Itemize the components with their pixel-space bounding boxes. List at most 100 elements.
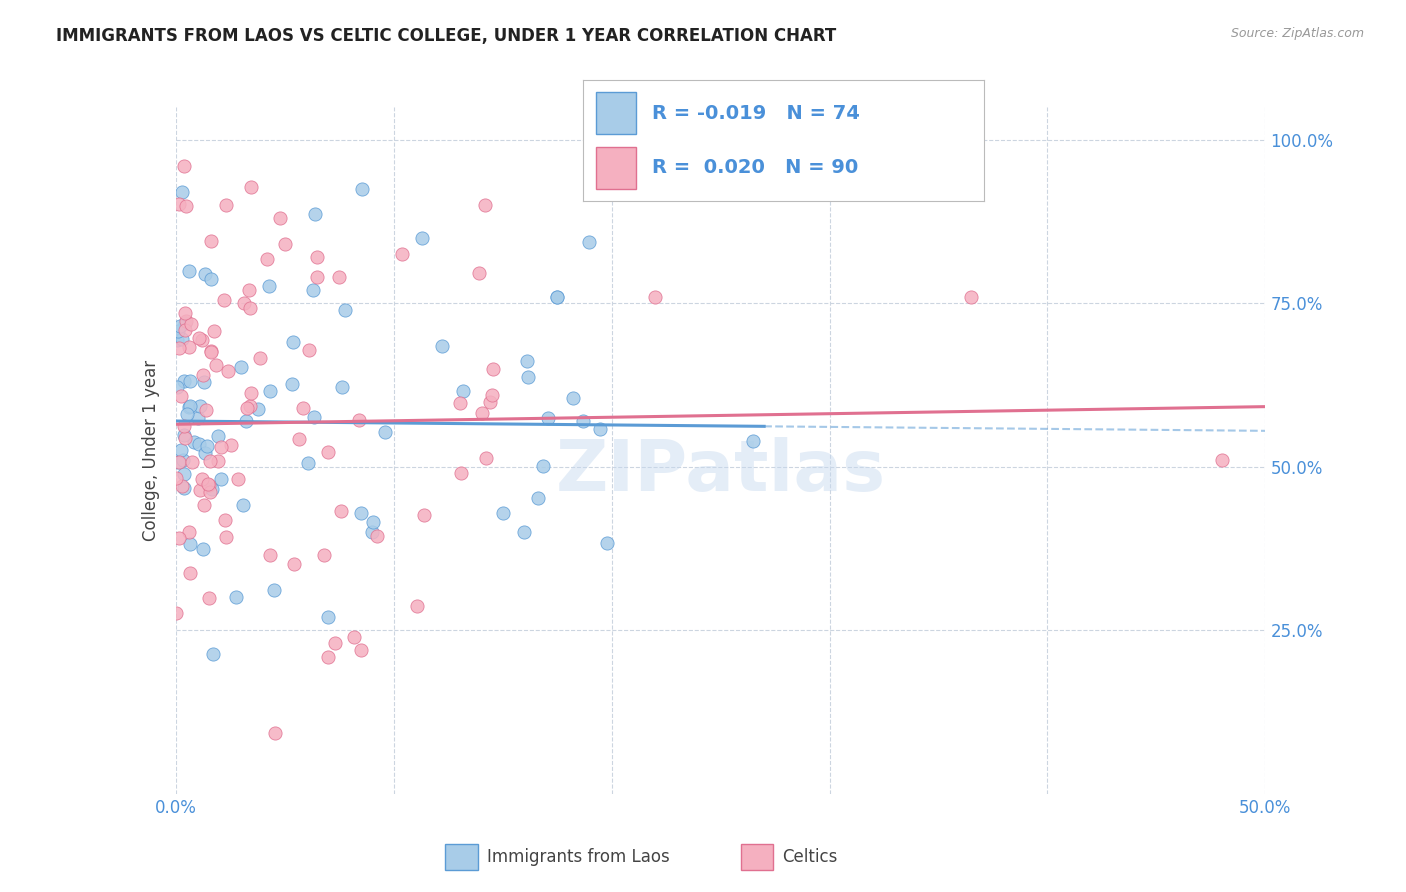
Point xyxy=(169,318,191,333)
Point xyxy=(405,599,427,613)
Point xyxy=(214,513,236,527)
Point xyxy=(215,530,238,544)
Point xyxy=(546,290,568,304)
Point xyxy=(183,434,205,449)
Point xyxy=(238,283,260,297)
Point xyxy=(330,380,353,394)
Point xyxy=(200,343,222,358)
Text: Immigrants from Laos: Immigrants from Laos xyxy=(486,848,669,866)
Point xyxy=(200,485,222,500)
Point xyxy=(537,410,560,425)
Point xyxy=(179,375,201,389)
Point xyxy=(328,270,350,285)
Point xyxy=(174,306,197,320)
Point xyxy=(259,548,281,562)
Point xyxy=(263,583,285,598)
Point xyxy=(205,358,228,372)
Point xyxy=(363,515,385,529)
Point xyxy=(304,207,326,221)
Point xyxy=(561,392,583,406)
Point xyxy=(471,407,494,421)
Point xyxy=(229,360,252,375)
Point xyxy=(167,455,190,469)
Bar xyxy=(446,844,478,871)
Point xyxy=(166,380,188,394)
Point xyxy=(201,648,224,662)
Point xyxy=(215,198,238,212)
Point xyxy=(226,472,249,486)
Point xyxy=(191,541,214,556)
Bar xyxy=(596,146,636,188)
Point xyxy=(170,389,193,403)
Point xyxy=(291,401,314,415)
Point xyxy=(467,266,489,280)
Point xyxy=(200,272,222,286)
Point xyxy=(179,399,201,413)
Point xyxy=(166,455,188,469)
Text: Celtics: Celtics xyxy=(782,848,838,866)
Point xyxy=(411,231,433,245)
Point xyxy=(195,403,218,417)
Point xyxy=(179,264,201,278)
Point xyxy=(165,606,187,620)
Point xyxy=(350,506,373,520)
Point xyxy=(201,482,224,496)
Point xyxy=(165,471,187,485)
Point xyxy=(960,290,983,304)
Point xyxy=(578,235,600,249)
Text: ZIPatlas: ZIPatlas xyxy=(555,436,886,506)
Point xyxy=(314,549,336,563)
Point xyxy=(176,407,198,421)
Point xyxy=(482,362,505,376)
Point xyxy=(174,199,197,213)
Point xyxy=(225,590,247,604)
Point xyxy=(492,506,515,520)
Point xyxy=(259,384,281,398)
Point xyxy=(239,400,262,414)
Point xyxy=(207,429,229,443)
Point xyxy=(209,440,232,454)
Point xyxy=(172,453,194,467)
Point xyxy=(236,401,259,416)
Point xyxy=(200,345,222,359)
Point xyxy=(200,234,222,248)
Point xyxy=(274,237,297,252)
Point xyxy=(644,290,666,304)
Point xyxy=(391,247,413,261)
Point xyxy=(232,498,254,512)
Point xyxy=(347,413,370,427)
Point xyxy=(167,324,190,338)
Point xyxy=(343,630,366,644)
Point xyxy=(170,479,193,493)
Point xyxy=(318,649,340,664)
Point xyxy=(197,477,219,491)
Point xyxy=(167,197,190,211)
Point xyxy=(188,399,211,413)
Point xyxy=(318,610,340,624)
Point xyxy=(180,318,202,332)
Point xyxy=(335,302,357,317)
Point xyxy=(167,341,190,355)
Bar xyxy=(741,844,773,871)
Point xyxy=(177,525,200,540)
Point xyxy=(179,537,201,551)
Point xyxy=(179,566,201,580)
Point xyxy=(235,414,257,428)
Point xyxy=(366,529,388,543)
Point xyxy=(240,180,263,194)
Point xyxy=(198,477,221,491)
Point xyxy=(263,725,285,739)
Point xyxy=(302,283,325,297)
Text: R =  0.020   N = 90: R = 0.020 N = 90 xyxy=(651,158,858,178)
Point xyxy=(246,401,269,416)
Point xyxy=(517,370,540,384)
Point xyxy=(173,427,195,442)
Point xyxy=(256,252,278,266)
Point xyxy=(173,418,195,433)
Point xyxy=(451,384,474,398)
Point xyxy=(589,422,612,436)
Point xyxy=(191,333,214,347)
Point xyxy=(269,211,291,226)
Point xyxy=(207,454,229,468)
Point xyxy=(174,314,197,328)
